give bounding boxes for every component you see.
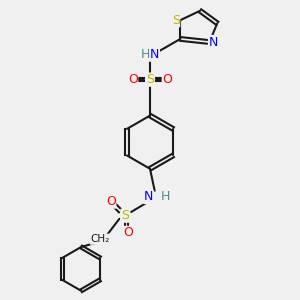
Text: O: O — [123, 226, 133, 239]
Text: S: S — [172, 14, 180, 27]
Text: N: N — [144, 190, 153, 203]
Text: H: H — [141, 48, 150, 61]
Text: CH₂: CH₂ — [90, 234, 110, 244]
Text: S: S — [146, 73, 154, 86]
Text: N: N — [150, 48, 159, 61]
Text: O: O — [162, 73, 172, 86]
Text: O: O — [128, 73, 138, 86]
Text: H: H — [161, 190, 170, 203]
Text: O: O — [106, 195, 116, 208]
Text: S: S — [121, 209, 129, 222]
Text: N: N — [208, 36, 218, 49]
